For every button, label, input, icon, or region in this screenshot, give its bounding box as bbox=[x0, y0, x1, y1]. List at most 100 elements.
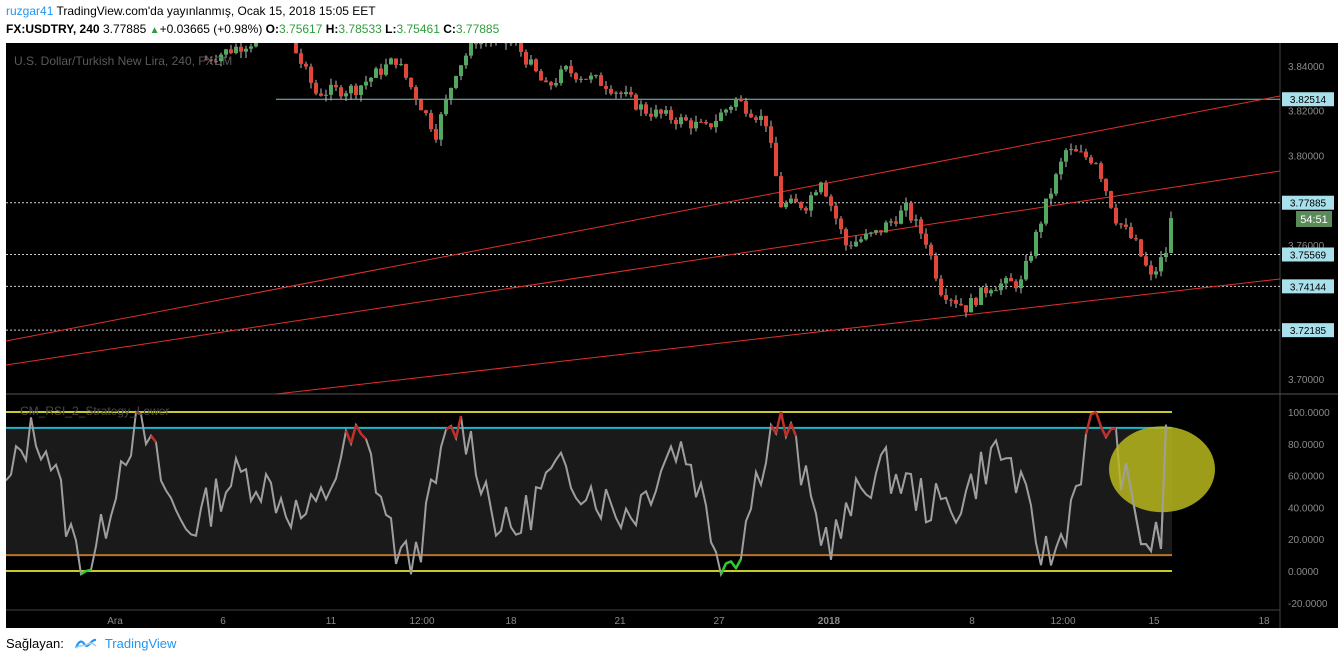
countdown-bg bbox=[1296, 211, 1332, 227]
candle bbox=[709, 123, 713, 130]
candle bbox=[304, 61, 308, 70]
candle bbox=[1139, 238, 1143, 258]
trend-line[interactable] bbox=[6, 95, 1281, 342]
footer: Sağlayan: TradingView bbox=[6, 636, 176, 653]
rsi-signal-segment bbox=[85, 568, 92, 573]
time-axis-ticks[interactable]: Ara 6 11 12:00 18 21 27 2018 8 12:00 15 18 bbox=[107, 616, 1270, 627]
rsi-signal-segment bbox=[1099, 426, 1108, 438]
time-tick-label: 2018 bbox=[818, 616, 841, 627]
candle bbox=[644, 101, 648, 116]
candle bbox=[374, 66, 378, 79]
candle bbox=[444, 94, 448, 117]
candle bbox=[224, 48, 228, 58]
candle bbox=[254, 43, 258, 48]
candle bbox=[1064, 148, 1068, 168]
candle bbox=[239, 43, 243, 59]
close-label: C: bbox=[443, 22, 456, 36]
candle bbox=[999, 278, 1003, 295]
rsi-signal-segment bbox=[344, 430, 353, 444]
time-tick-label: 18 bbox=[505, 616, 517, 627]
candle bbox=[869, 231, 873, 237]
candle bbox=[749, 109, 753, 119]
author-link[interactable]: ruzgar41 bbox=[6, 4, 54, 18]
change-value: +0.03665 (+0.98%) bbox=[159, 22, 263, 36]
candle bbox=[299, 48, 303, 69]
candle bbox=[529, 55, 533, 66]
candle bbox=[629, 86, 633, 98]
rsi-tick-label: 100.0000 bbox=[1288, 408, 1330, 419]
candle bbox=[674, 117, 678, 130]
rsi-line-recent bbox=[1120, 424, 1167, 554]
candle bbox=[904, 197, 908, 217]
price-label: 3.82514 bbox=[1290, 95, 1327, 106]
candle bbox=[949, 298, 953, 307]
candle bbox=[1049, 188, 1053, 206]
rsi-signal-segment bbox=[779, 411, 788, 437]
candle bbox=[1059, 157, 1063, 180]
highlight-ellipse[interactable] bbox=[1109, 426, 1215, 513]
candle bbox=[844, 227, 848, 251]
countdown-text: 54:51 bbox=[1300, 214, 1328, 226]
high-label: H: bbox=[325, 22, 339, 36]
candle bbox=[664, 106, 668, 116]
candle bbox=[569, 60, 573, 78]
trend-line[interactable] bbox=[6, 170, 1281, 366]
candle bbox=[994, 286, 998, 292]
candle bbox=[854, 235, 858, 247]
candle bbox=[524, 49, 528, 68]
candle bbox=[314, 79, 318, 96]
chart-canvas[interactable]: U.S. Dollar/Turkish New Lira, 240, FXCM … bbox=[6, 43, 1338, 628]
candle bbox=[899, 205, 903, 225]
candle bbox=[814, 189, 818, 196]
time-tick-label: 12:00 bbox=[1050, 616, 1075, 627]
candle bbox=[515, 43, 517, 46]
open-label: O: bbox=[265, 22, 280, 36]
price-pane[interactable] bbox=[6, 43, 1281, 395]
candle bbox=[389, 57, 393, 65]
candle bbox=[704, 119, 708, 126]
candle bbox=[459, 65, 463, 81]
candle bbox=[1144, 251, 1148, 267]
candle bbox=[824, 180, 828, 198]
candle bbox=[574, 72, 578, 83]
candle bbox=[984, 283, 988, 298]
candle bbox=[634, 93, 638, 111]
price-tick-label: 3.82000 bbox=[1288, 107, 1325, 118]
candle bbox=[334, 80, 338, 91]
candle bbox=[834, 202, 838, 225]
candle bbox=[889, 218, 893, 227]
candle bbox=[364, 75, 368, 90]
candle bbox=[1104, 178, 1108, 196]
candle bbox=[724, 108, 728, 116]
tradingview-logo-icon bbox=[75, 636, 98, 653]
candle bbox=[804, 206, 808, 214]
rsi-pane[interactable] bbox=[6, 410, 1215, 578]
candle bbox=[549, 80, 553, 90]
candle bbox=[1044, 198, 1048, 226]
candle bbox=[1039, 221, 1043, 239]
up-arrow-icon: ▲ bbox=[149, 25, 160, 36]
candle bbox=[454, 75, 458, 90]
tradingview-brand-link[interactable]: TradingView bbox=[104, 636, 177, 651]
candle bbox=[694, 115, 698, 132]
candle bbox=[1129, 222, 1133, 240]
rsi-signal-segment bbox=[80, 569, 87, 576]
candle bbox=[744, 97, 748, 117]
candle bbox=[329, 78, 333, 101]
rsi-signal-segment bbox=[135, 410, 142, 416]
price-label-bg bbox=[1282, 195, 1334, 210]
candle bbox=[789, 194, 793, 204]
candle bbox=[559, 65, 563, 86]
candle bbox=[1029, 251, 1033, 263]
indicator-axis-ticks: 100.0000 80.0000 60.0000 40.0000 20.0000 0.00… bbox=[1288, 408, 1330, 610]
candle bbox=[584, 78, 588, 80]
trend-line[interactable] bbox=[275, 278, 1281, 395]
candle bbox=[944, 288, 948, 304]
candle bbox=[469, 43, 473, 59]
candle bbox=[294, 43, 298, 54]
candle bbox=[359, 84, 363, 102]
candle bbox=[799, 201, 803, 211]
price-label: 3.75569 bbox=[1290, 250, 1327, 261]
close-value: 3.77885 bbox=[455, 22, 500, 36]
time-tick-label: 27 bbox=[713, 616, 725, 627]
